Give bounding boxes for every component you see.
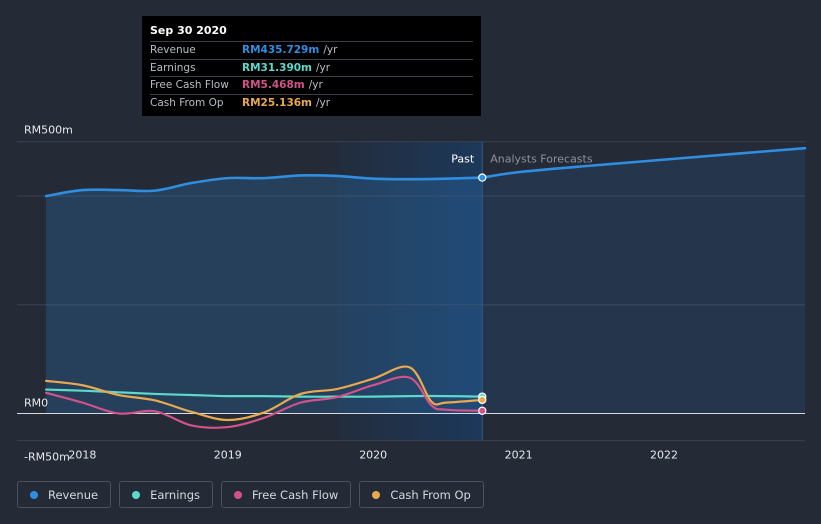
legend: Revenue Earnings Free Cash Flow Cash Fro… — [17, 481, 484, 508]
tooltip-unit: /yr — [316, 61, 331, 74]
y-tick-label: -RM50m — [24, 451, 70, 464]
legend-dot-icon — [30, 490, 38, 499]
free-cash-flow-line — [44, 375, 484, 429]
tooltip: Sep 30 2020 Revenue RM435.729m /yr Earni… — [142, 16, 481, 116]
legend-item-revenue[interactable]: Revenue — [17, 481, 112, 508]
legend-label: Earnings — [150, 487, 200, 502]
legend-item-earnings[interactable]: Earnings — [119, 481, 213, 508]
tooltip-row-free-cash-flow: Free Cash Flow RM5.468m /yr — [150, 76, 473, 94]
tooltip-value: RM25.136m — [242, 96, 312, 109]
tooltip-label: Earnings — [150, 61, 196, 74]
past-highlight-band — [336, 141, 483, 441]
tooltip-label: Revenue — [150, 44, 196, 57]
earnings-line — [44, 388, 484, 398]
forecast-label: Analysts Forecasts — [490, 153, 593, 166]
revenue-forecast-line — [480, 146, 807, 179]
legend-item-free-cash-flow[interactable]: Free Cash Flow — [221, 481, 352, 508]
y-tick-label: RM0 — [24, 397, 48, 410]
x-tick-label: 2019 — [214, 449, 242, 462]
tooltip-row-cash-from-op: Cash From Op RM25.136m /yr — [150, 93, 473, 112]
tooltip-row-earnings: Earnings RM31.390m /yr — [150, 58, 473, 77]
revenue-line — [44, 173, 484, 198]
legend-dot-icon — [132, 490, 141, 499]
tooltip-label: Cash From Op — [150, 96, 224, 109]
legend-label: Revenue — [48, 487, 99, 502]
legend-dot-icon — [372, 490, 381, 499]
cash-from-op-line — [44, 365, 484, 422]
legend-item-cash-from-op[interactable]: Cash From Op — [359, 481, 484, 508]
x-tick-label: 2020 — [359, 449, 387, 462]
legend-label: Cash From Op — [390, 487, 471, 502]
tooltip-row-revenue: Revenue RM435.729m /yr — [150, 41, 473, 59]
x-tick-label: 2022 — [650, 449, 678, 462]
tooltip-value: RM435.729m — [242, 44, 320, 57]
x-tick-label: 2021 — [505, 449, 533, 462]
revenue-area — [46, 175, 483, 414]
free-cash-flow-marker — [478, 406, 487, 415]
tooltip-date: Sep 30 2020 — [150, 24, 227, 37]
tooltip-unit: /yr — [316, 96, 331, 109]
legend-dot-icon — [234, 490, 242, 499]
tooltip-unit: /yr — [323, 44, 338, 57]
tooltip-value: RM31.390m — [242, 61, 312, 74]
past-label: Past — [451, 153, 475, 166]
cash-from-op-marker — [478, 395, 487, 405]
revenue-forecast-area — [482, 148, 805, 414]
legend-label: Free Cash Flow — [252, 487, 339, 502]
tooltip-unit: /yr — [308, 79, 323, 92]
revenue-marker — [478, 173, 487, 182]
y-tick-label: RM500m — [24, 124, 73, 137]
tooltip-value: RM5.468m — [242, 79, 305, 92]
tooltip-label: Free Cash Flow — [150, 79, 229, 92]
x-tick-label: 2018 — [68, 449, 96, 462]
